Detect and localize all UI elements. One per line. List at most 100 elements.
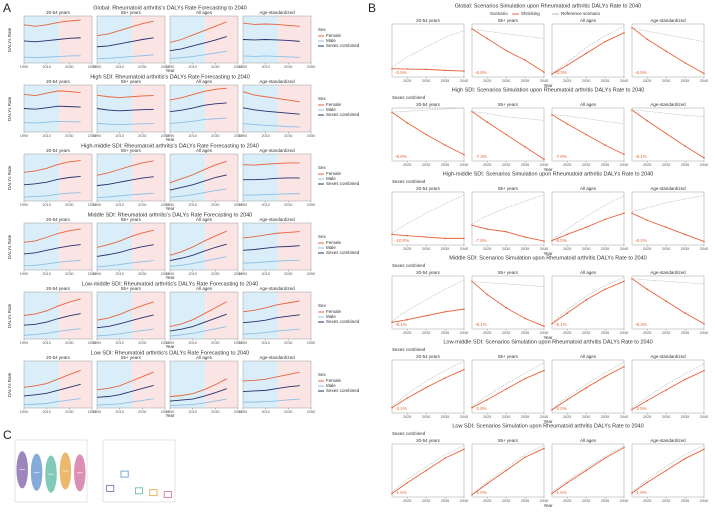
series-line <box>471 194 545 225</box>
annotation: -2.8% <box>475 406 487 411</box>
series-line <box>169 117 227 124</box>
x-axis-label: Year <box>165 275 175 280</box>
x-tick-label: 2030 <box>65 134 73 138</box>
point <box>631 212 633 214</box>
point <box>585 133 587 136</box>
series-line <box>631 27 705 42</box>
history-band <box>170 154 206 201</box>
row-title: Middle SDI: Rheumatoid arthritis's DALYs… <box>88 212 253 218</box>
x-tick-label: 2030 <box>582 163 590 167</box>
x-tick-label: 2035 <box>441 499 449 503</box>
x-tick-label: 2030 <box>662 79 670 83</box>
series-line <box>391 445 465 492</box>
plot-title: Age-standardized <box>259 217 295 222</box>
plot-title: All ages <box>196 79 213 84</box>
x-tick-label: 2030 <box>138 65 146 69</box>
x-tick-label: 2010 <box>42 134 50 138</box>
series-line <box>391 360 465 407</box>
forecast-band <box>132 292 165 339</box>
series-line <box>242 385 300 392</box>
x-tick-label: 2025 <box>563 79 571 83</box>
annotation: -1.5% <box>395 490 407 495</box>
point <box>505 133 507 136</box>
series-line <box>23 19 81 27</box>
plot-frame <box>551 275 625 330</box>
series-line <box>23 228 81 243</box>
row-title: Global: Scenarios Simulation upon Rheuma… <box>455 3 641 9</box>
annotation: -8.1% <box>395 322 407 327</box>
series-line <box>23 313 81 326</box>
series-line <box>391 308 465 323</box>
plot-frame <box>551 443 625 498</box>
series-line <box>551 361 625 410</box>
point <box>505 230 507 233</box>
x-tick-label: 2040 <box>620 415 628 419</box>
series-line <box>631 278 705 325</box>
point <box>646 119 648 122</box>
plot-title: Age-standardized <box>650 270 686 275</box>
series-line <box>96 20 154 37</box>
x-tick-label: 2010 <box>115 203 123 207</box>
series-line <box>242 245 300 251</box>
series-line <box>23 369 81 388</box>
plot-frame <box>96 153 166 202</box>
series-line <box>551 32 625 75</box>
x-tick-label: 2035 <box>521 499 529 503</box>
plot-frame <box>631 443 705 498</box>
point <box>463 308 465 310</box>
legend-label: Female <box>326 33 342 38</box>
plot-frame <box>242 84 312 133</box>
point <box>406 482 408 484</box>
x-tick-label: 1990 <box>93 65 101 69</box>
legend-label: Sexes combined <box>326 43 360 48</box>
x-tick-label: 2030 <box>662 415 670 419</box>
plot-title: 55+ years <box>121 148 142 153</box>
series-line <box>96 160 154 176</box>
series-line <box>169 21 227 43</box>
series-line <box>391 30 465 68</box>
x-tick-label: 2025 <box>563 415 571 419</box>
plot-title: Age-standardized <box>650 186 686 191</box>
x-tick-label: 2050 <box>307 272 315 276</box>
plot-title: Age-standardized <box>259 355 295 360</box>
plot-title: 55+ years <box>498 270 519 275</box>
series-line <box>96 37 154 48</box>
y-axis-label: DALYs Rate <box>7 165 12 190</box>
plot-frame <box>169 222 239 271</box>
x-tick-label: 1990 <box>239 341 247 345</box>
point <box>524 146 526 148</box>
point <box>646 288 648 291</box>
point <box>406 234 408 237</box>
x-tick-label: 2035 <box>601 247 609 251</box>
y-axis-label: DALYs Rate <box>7 96 12 121</box>
x-tick-label: 2010 <box>188 203 196 207</box>
plot-title: 20-54 years <box>416 102 441 107</box>
point <box>463 368 465 371</box>
history-band <box>243 361 279 408</box>
x-tick-label: 2050 <box>307 65 315 69</box>
point <box>604 375 606 378</box>
series-line <box>631 363 705 408</box>
point <box>486 482 488 485</box>
point <box>425 314 427 317</box>
point <box>604 218 606 221</box>
series-line <box>169 313 227 332</box>
x-tick-label: 2010 <box>188 134 196 138</box>
point <box>623 32 625 34</box>
x-tick-label: 2025 <box>403 415 411 419</box>
plot-title: Age-standardized <box>259 10 295 15</box>
x-tick-label: 2050 <box>307 134 315 138</box>
row-title: Global: Rheumatoid arthritis's DALYs Rat… <box>93 5 247 11</box>
plot-title: 55+ years <box>498 102 519 107</box>
row-title: Low-middle SDI: Scenarios Simulation upo… <box>443 339 652 345</box>
x-tick-label: 2025 <box>403 331 411 335</box>
x-tick-label: 2040 <box>620 79 628 83</box>
legend-title: Scenario <box>490 11 508 16</box>
x-tick-label: 2025 <box>483 331 491 335</box>
point <box>684 145 686 147</box>
x-tick-label: 2030 <box>582 247 590 251</box>
plot-frame <box>551 107 625 162</box>
series-line <box>23 298 81 316</box>
x-tick-label: 2010 <box>261 65 269 69</box>
series-line <box>242 314 300 324</box>
